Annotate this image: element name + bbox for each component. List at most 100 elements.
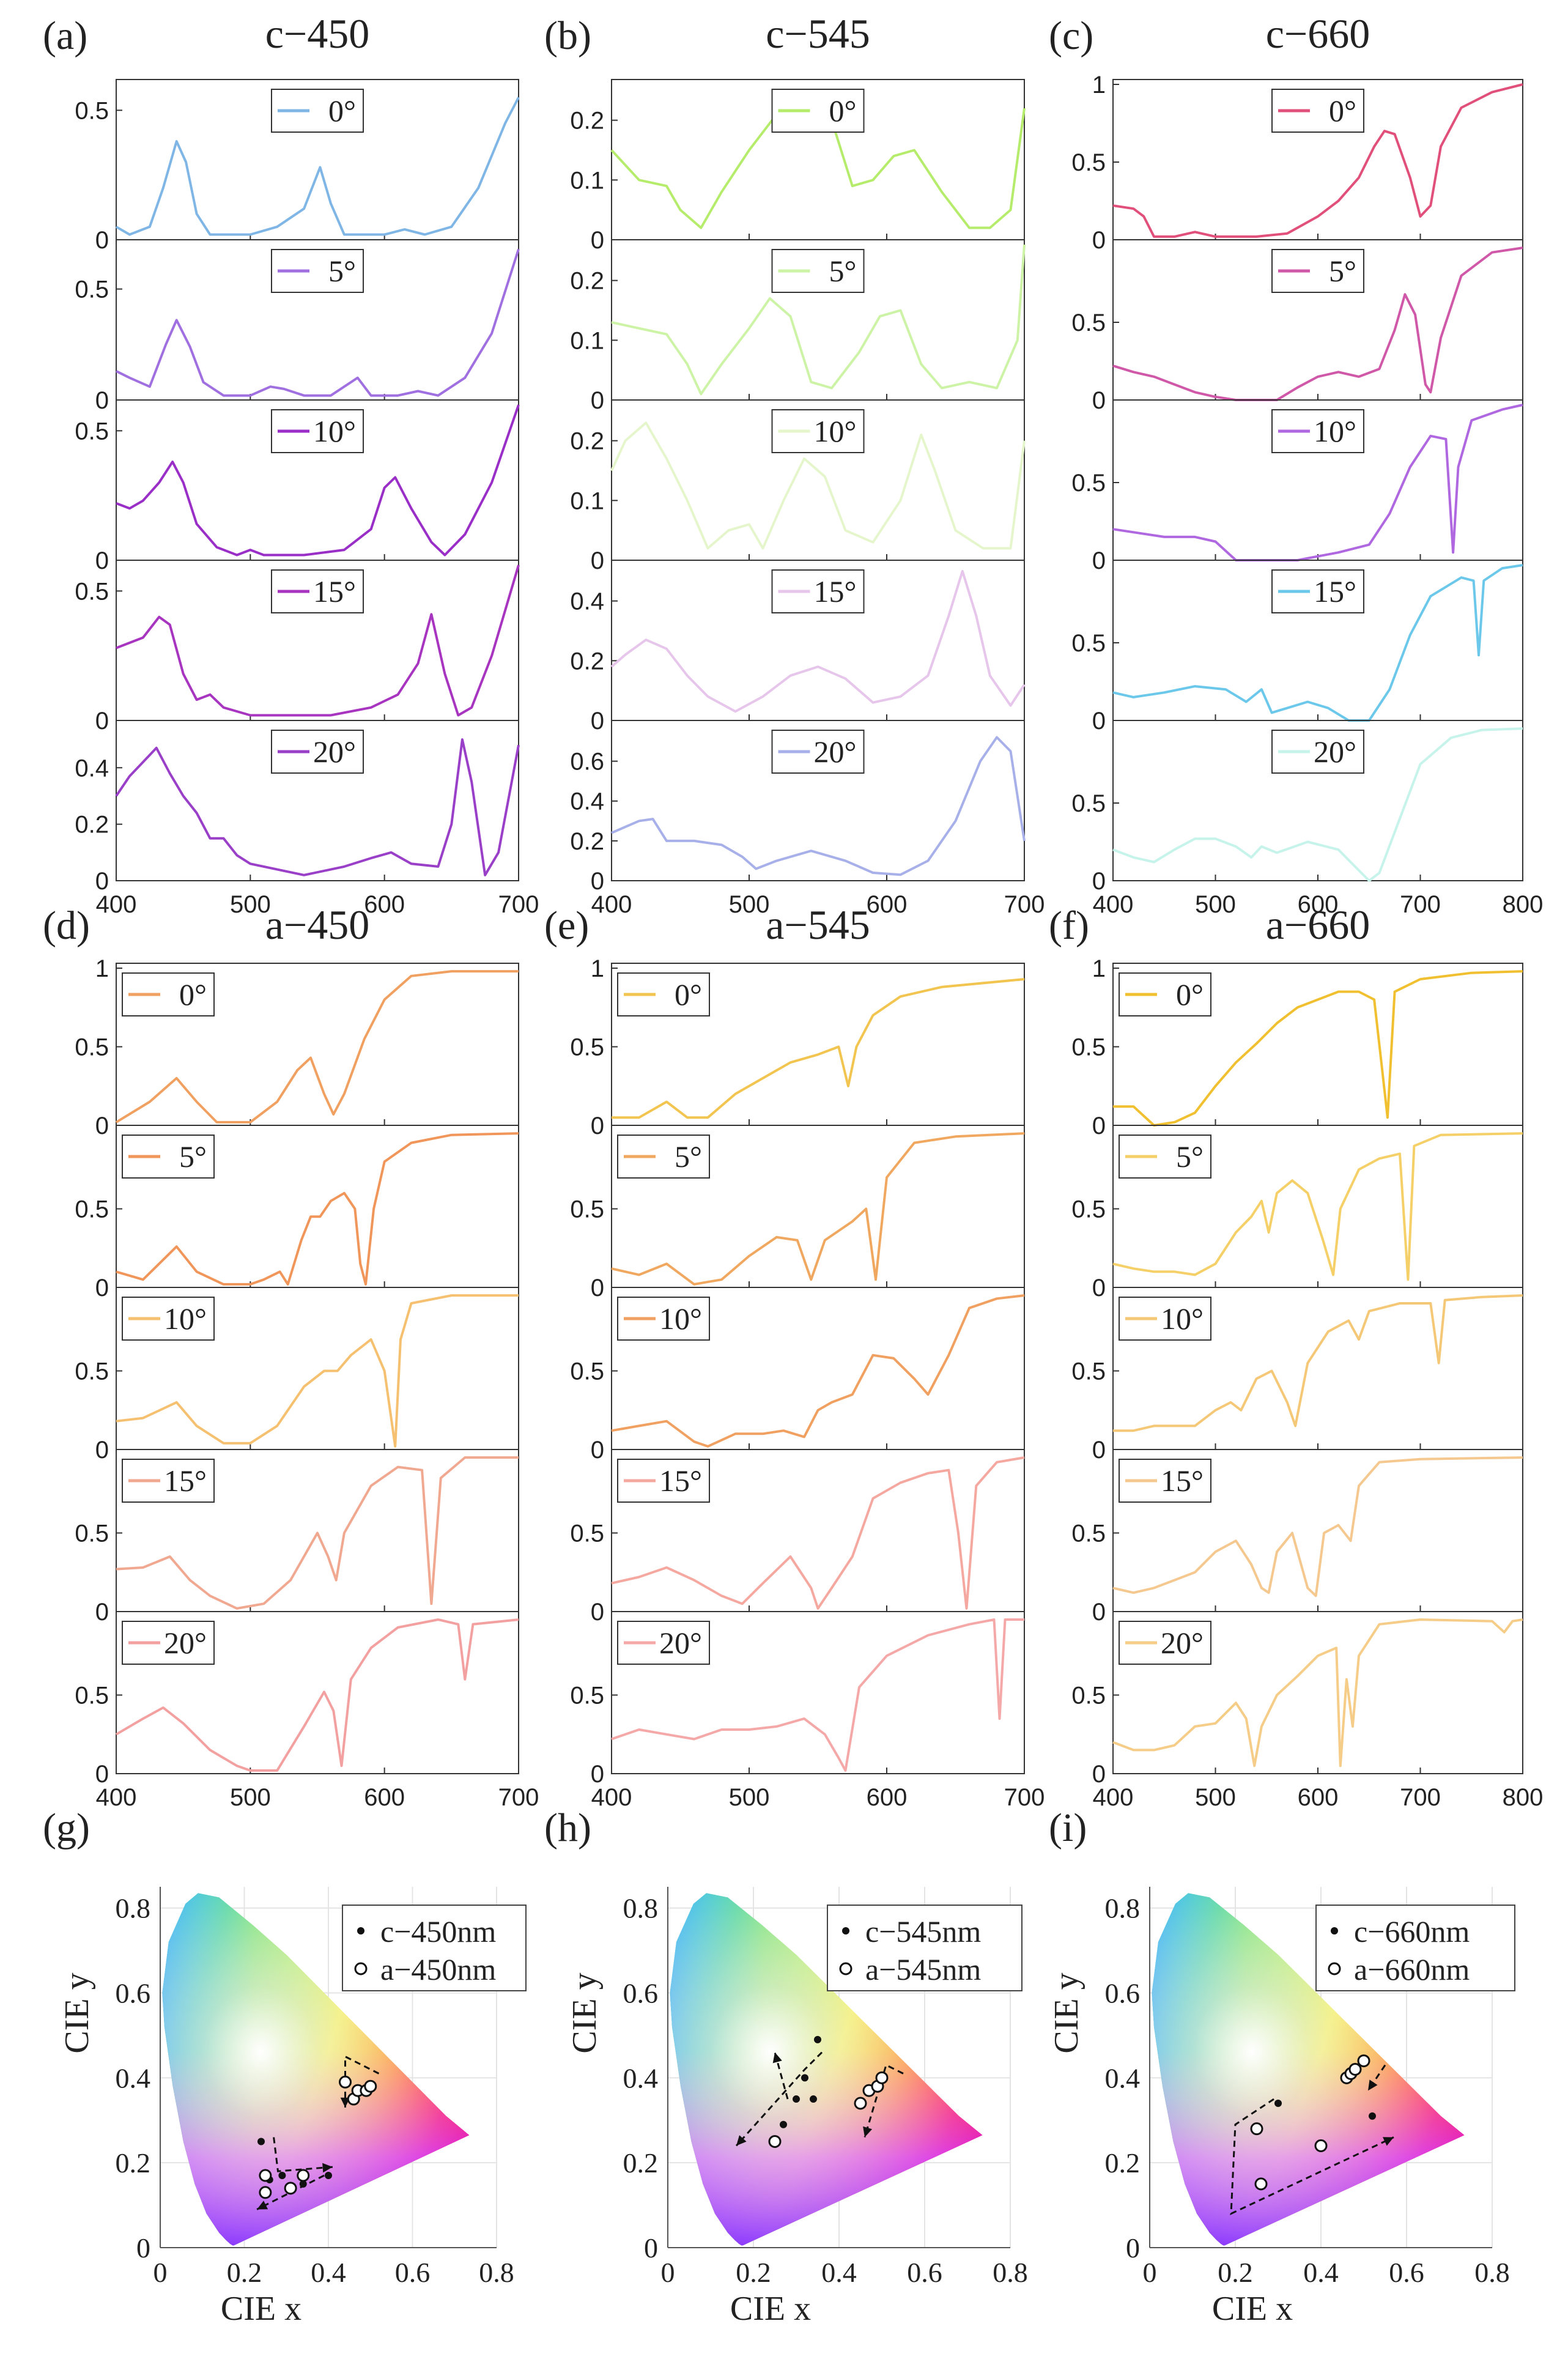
y-tick-label: 0.1	[570, 487, 604, 514]
y-tick-label: 0.4	[623, 2062, 659, 2094]
data-point-a	[768, 2134, 782, 2148]
spectrum-line-2	[1113, 1294, 1523, 1432]
x-tick-label: 0.6	[907, 2257, 942, 2288]
x-tick-label: 500	[729, 891, 770, 918]
arrow-head	[736, 2135, 747, 2146]
spectrum-line-2	[1112, 404, 1523, 561]
y-tick-label: 0	[95, 547, 109, 574]
y-tick-label: 1	[1092, 72, 1106, 98]
y-tick-label: 0.1	[570, 327, 604, 354]
spectrum-line-3	[610, 569, 1026, 713]
legend-label: 20°	[659, 1626, 702, 1660]
y-tick-label: 0	[1092, 1599, 1106, 1626]
y-tick-label: 0.2	[570, 648, 604, 675]
data-point-a	[297, 2169, 310, 2182]
legend-label: 15°	[164, 1464, 207, 1498]
spectra-panel-5: a−54500.510°00.55°00.510°00.515°00.520°4…	[570, 901, 1045, 1811]
data-point-c	[299, 2180, 307, 2188]
y-tick-label: 0.4	[75, 755, 109, 782]
y-tick-label: 0.5	[1071, 1358, 1106, 1385]
y-tick-label: 0	[591, 227, 604, 254]
y-tick-label: 0.5	[75, 1683, 109, 1709]
y-tick-label: 0.5	[1071, 309, 1106, 336]
y-tick-label: 0	[1092, 547, 1106, 574]
panel-label: (d)	[43, 903, 90, 948]
panel-label: (h)	[544, 1805, 591, 1850]
panel-title: c−450	[265, 10, 370, 57]
y-tick-label: 0.5	[1071, 149, 1106, 176]
legend-label-a: a−660nm	[1354, 1952, 1470, 1986]
y-axis-label: CIE y	[58, 1972, 96, 2053]
y-tick-label: 0.6	[623, 1978, 659, 2009]
data-point-c	[780, 2120, 787, 2128]
spectrum-line-1	[1112, 246, 1523, 401]
data-point-a	[1250, 2122, 1263, 2136]
y-tick-label: 0	[1126, 2232, 1140, 2264]
legend-dot	[1331, 1927, 1338, 1934]
spectrum-line-0	[612, 978, 1025, 1119]
subplot-1: 0 0.5 5°	[1071, 1125, 1523, 1301]
legend-box	[1271, 409, 1364, 453]
legend-label: 0°	[328, 94, 356, 128]
y-tick-label: 0	[1092, 387, 1106, 414]
y-tick-label: 0.5	[75, 578, 109, 605]
data-point-c	[257, 2138, 265, 2145]
legend-label: 15°	[1314, 574, 1356, 609]
y-tick-label: 0	[591, 1437, 604, 1464]
y-tick-label: 0.2	[570, 428, 604, 455]
data-point-a	[1314, 2139, 1328, 2152]
x-tick-label: 400	[96, 891, 137, 918]
y-tick-label: 0.5	[570, 1196, 604, 1223]
y-tick-label: 0.8	[116, 1893, 151, 1924]
subplot-0: 0 0.5 1 0°	[75, 955, 519, 1139]
x-tick-label: 0	[153, 2257, 168, 2288]
x-tick-label: 500	[1195, 891, 1236, 918]
x-tick-label: 600	[867, 891, 908, 918]
legend-label: 5°	[179, 1139, 207, 1174]
x-tick-label: 0.2	[736, 2257, 771, 2288]
x-tick-label: 700	[498, 1784, 539, 1811]
spectrum-line-1	[116, 1132, 519, 1286]
legend-label: 20°	[1314, 735, 1356, 769]
panel-title: a−545	[766, 901, 870, 948]
x-tick-label: 0.6	[395, 2257, 431, 2288]
x-tick-label: 0.4	[821, 2257, 857, 2288]
arrow-head	[322, 2163, 333, 2173]
legend-label: 15°	[1161, 1464, 1204, 1498]
trend-arrow	[344, 2055, 380, 2108]
subplot-3: 0 0.5 15°	[1071, 560, 1523, 735]
x-tick-label: 700	[1400, 891, 1441, 918]
y-tick-label: 0.5	[75, 1520, 109, 1547]
y-tick-label: 0.5	[570, 1520, 604, 1547]
x-tick-label: 0	[1143, 2257, 1157, 2288]
y-tick-label: 0.5	[1071, 470, 1106, 497]
y-tick-label: 0	[591, 1761, 604, 1788]
legend-label-c: c−660nm	[1354, 1914, 1470, 1949]
x-tick-label: 700	[1004, 1784, 1045, 1811]
legend-label: 10°	[313, 414, 356, 448]
y-tick-label: 0	[95, 1599, 109, 1626]
data-point-a	[1348, 2062, 1362, 2076]
panel-label: (b)	[544, 13, 591, 58]
y-tick-label: 0	[95, 1761, 109, 1788]
subplot-2: 0 0.5 10°	[75, 1287, 519, 1464]
legend-dot	[842, 1927, 849, 1934]
spectrum-line-2	[116, 1294, 519, 1448]
panel-label: (e)	[544, 903, 589, 948]
x-axis-label: CIE x	[1212, 2290, 1293, 2328]
y-tick-label: 0.6	[116, 1978, 151, 2009]
x-tick-label: 700	[1400, 1784, 1441, 1811]
data-point-a	[875, 2071, 889, 2084]
x-tick-label: 600	[1298, 1784, 1339, 1811]
cie-gamut-white	[162, 1893, 470, 2246]
legend-label: 10°	[659, 1301, 702, 1336]
panel-label: (g)	[43, 1805, 90, 1850]
y-tick-label: 0	[591, 1113, 604, 1139]
y-tick-label: 0.5	[570, 1683, 604, 1709]
legend-label: 20°	[814, 735, 857, 769]
y-tick-label: 0.4	[116, 2062, 151, 2094]
trend-arrow	[273, 2137, 333, 2172]
x-tick-label: 600	[867, 1784, 908, 1811]
legend-label: 15°	[659, 1464, 702, 1498]
y-tick-label: 0.5	[75, 1196, 109, 1223]
